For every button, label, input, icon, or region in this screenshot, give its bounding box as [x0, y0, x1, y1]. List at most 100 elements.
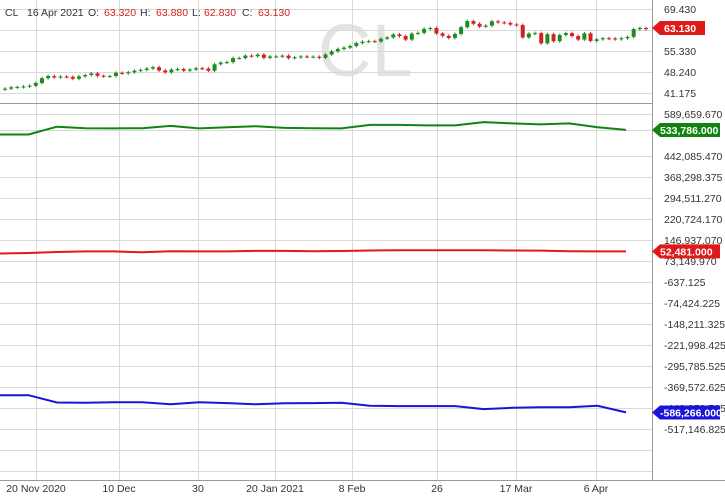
candle-body	[644, 28, 648, 30]
ohlc-header: CL 16 Apr 2021 O: 63.320 H: 63.880 L: 62…	[5, 7, 290, 19]
header-high-value: 63.880	[156, 7, 188, 19]
candle-body	[224, 62, 229, 64]
candle-body	[533, 33, 538, 35]
candle-body	[268, 56, 273, 58]
candle-body	[157, 67, 162, 71]
candle-body	[588, 33, 593, 41]
candle-body	[194, 68, 199, 70]
candle-body	[570, 33, 575, 37]
candle-body	[539, 33, 544, 44]
header-close-value: 63.130	[258, 7, 290, 19]
candle-body	[101, 75, 106, 77]
candle-body	[594, 39, 599, 41]
candle-body	[3, 88, 7, 90]
x-tick-label: 6 Apr	[584, 483, 609, 495]
candle-body	[434, 28, 439, 34]
candle-body	[600, 38, 605, 40]
price-y-tick-label: 41.175	[664, 88, 696, 100]
x-tick-label: 10 Dec	[102, 483, 135, 495]
header-date: 16 Apr 2021	[27, 7, 84, 19]
candle-body	[52, 76, 57, 78]
candle-body	[255, 54, 260, 57]
candle-body	[397, 34, 402, 37]
price-y-tick-label: 48.240	[664, 67, 696, 79]
candle-body	[526, 33, 531, 38]
last-value-badges: 63.130 533,786.000 52,481.000 -586,266.000	[652, 21, 722, 420]
candle-body	[249, 55, 254, 57]
candle-body	[576, 36, 581, 40]
candle-body	[341, 47, 346, 49]
candle-body	[218, 62, 223, 65]
candle-body	[465, 21, 470, 28]
header-close-label: C:	[242, 7, 253, 19]
candle-body	[243, 55, 248, 59]
indicator-y-tick-label: 589,659.670	[664, 109, 723, 121]
x-axis-labels: 20 Nov 2020 10 Dec 30 20 Jan 2021 8 Feb 26 17 …	[6, 483, 609, 495]
indicator-y-tick-label: 368,298.375	[664, 172, 723, 184]
red-indicator-line	[0, 249, 626, 255]
candle-body	[317, 56, 322, 58]
candle-body	[477, 23, 482, 27]
candle-body	[502, 22, 507, 24]
x-tick-label: 17 Mar	[500, 483, 533, 495]
candle-body	[483, 25, 488, 27]
candle-body	[391, 34, 396, 38]
candle-body	[514, 24, 519, 26]
candle-body	[76, 76, 81, 79]
candle-body	[551, 34, 556, 42]
candle-body	[298, 56, 303, 58]
candle-body	[637, 28, 642, 30]
candle-body	[489, 21, 494, 26]
candle-body	[323, 54, 328, 58]
candle-body	[70, 76, 75, 79]
candle-body	[200, 68, 205, 70]
watermark-symbol: CL	[318, 9, 413, 92]
candle-body	[305, 56, 310, 58]
candle-body	[613, 38, 618, 40]
candle-body	[95, 73, 100, 76]
indicator-y-tick-label: 294,511.270	[664, 193, 722, 205]
candle-body	[89, 73, 94, 75]
indicator-y-tick-label: -295,785.525	[664, 361, 725, 373]
candle-body	[132, 70, 137, 73]
candle-body	[403, 36, 408, 40]
indicator-y-tick-label: 220,724.170	[664, 214, 723, 226]
price-y-tick-label: 69.430	[664, 4, 696, 16]
candle-body	[631, 29, 636, 37]
candle-body	[557, 35, 562, 42]
blue-last-badge	[652, 405, 720, 420]
indicator-y-tick-label: -74,424.225	[664, 298, 720, 310]
candle-body	[58, 76, 63, 78]
candle-body	[329, 51, 334, 55]
green-indicator-line	[0, 121, 627, 136]
indicator-y-tick-label: 73,149.970	[664, 256, 717, 268]
candle-body	[138, 69, 143, 71]
grid-layer	[0, 0, 652, 480]
candle-body	[372, 41, 377, 43]
candle-body	[409, 33, 414, 40]
candle-body	[187, 69, 192, 71]
candle-body	[452, 33, 457, 38]
candle-body	[261, 54, 266, 58]
header-symbol: CL	[5, 7, 19, 19]
candle-body	[619, 38, 624, 40]
header-high-label: H:	[140, 7, 151, 19]
candle-body	[508, 22, 513, 25]
candle-body	[459, 27, 464, 34]
candle-body	[237, 58, 242, 60]
candle-body	[181, 69, 186, 71]
red-last-badge-label: 52,481.000	[660, 246, 713, 258]
candle-body	[83, 74, 88, 77]
candle-body	[126, 72, 131, 74]
header-low-value: 62.830	[204, 7, 236, 19]
candle-body	[15, 87, 20, 89]
x-tick-label: 26	[431, 483, 443, 495]
candle-body	[311, 56, 316, 58]
indicator-lines-layer	[0, 121, 627, 414]
candle-body	[113, 72, 118, 77]
indicator-y-tick-label: -148,211.325	[664, 319, 725, 331]
candle-body	[107, 76, 112, 78]
x-tick-label: 8 Feb	[339, 483, 366, 495]
candle-body	[496, 21, 501, 23]
